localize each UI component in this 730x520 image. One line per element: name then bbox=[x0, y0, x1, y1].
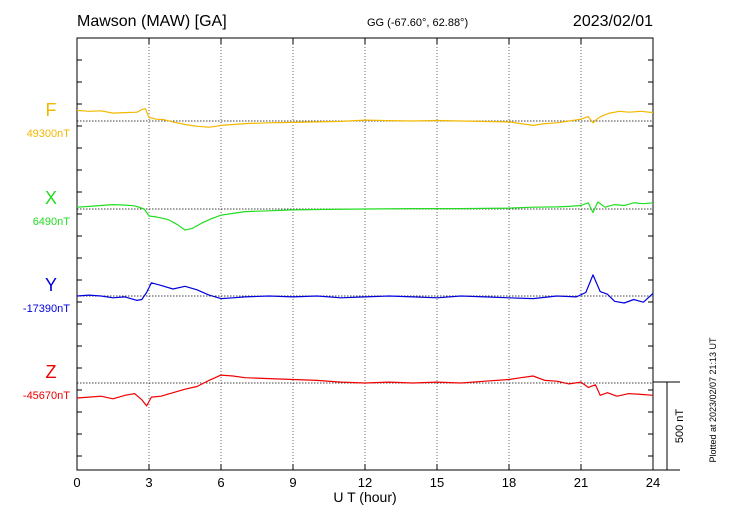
series-name-Y: Y bbox=[45, 275, 57, 295]
series-baseline-Z: -45670nT bbox=[23, 390, 70, 402]
x-axis-ticks: 0 3 6 9 12 15 18 21 24 bbox=[73, 38, 660, 490]
trace-X bbox=[76, 201, 654, 231]
traces bbox=[76, 108, 654, 407]
x-tick-label-15: 15 bbox=[430, 475, 444, 490]
trace-Y bbox=[76, 274, 654, 304]
vertical-grid bbox=[148, 38, 582, 470]
trace-F bbox=[76, 108, 654, 128]
scale-bar: 500 nT bbox=[653, 381, 686, 471]
series-baseline-F: 49300nT bbox=[27, 128, 71, 140]
plotted-at-note: Plotted at 2023/02/07 21:13 UT bbox=[708, 337, 718, 463]
trace-Z bbox=[76, 374, 654, 407]
side-ticks bbox=[77, 59, 653, 457]
x-tick-label-12: 12 bbox=[358, 475, 372, 490]
coordinates-label: GG (-67.60°, 62.88°) bbox=[367, 17, 468, 29]
x-tick-label-6: 6 bbox=[217, 475, 224, 490]
x-tick-label-24: 24 bbox=[646, 475, 660, 490]
x-tick-label-0: 0 bbox=[73, 475, 80, 490]
series-labels: F 49300nT X 6490nT Y -17390nT Z -45670nT bbox=[23, 100, 70, 402]
series-name-X: X bbox=[45, 188, 57, 208]
series-name-F: F bbox=[46, 100, 57, 120]
x-tick-label-18: 18 bbox=[502, 475, 516, 490]
date-label: 2023/02/01 bbox=[573, 13, 653, 30]
x-tick-label-9: 9 bbox=[289, 475, 296, 490]
series-name-Z: Z bbox=[46, 362, 57, 382]
station-title: Mawson (MAW) [GA] bbox=[77, 13, 227, 30]
x-tick-label-3: 3 bbox=[145, 475, 152, 490]
series-baseline-X: 6490nT bbox=[33, 216, 71, 228]
series-baseline-Y: -17390nT bbox=[23, 303, 70, 315]
x-axis-label: U T (hour) bbox=[333, 489, 396, 505]
x-tick-label-21: 21 bbox=[574, 475, 588, 490]
scale-bar-label: 500 nT bbox=[674, 409, 686, 444]
